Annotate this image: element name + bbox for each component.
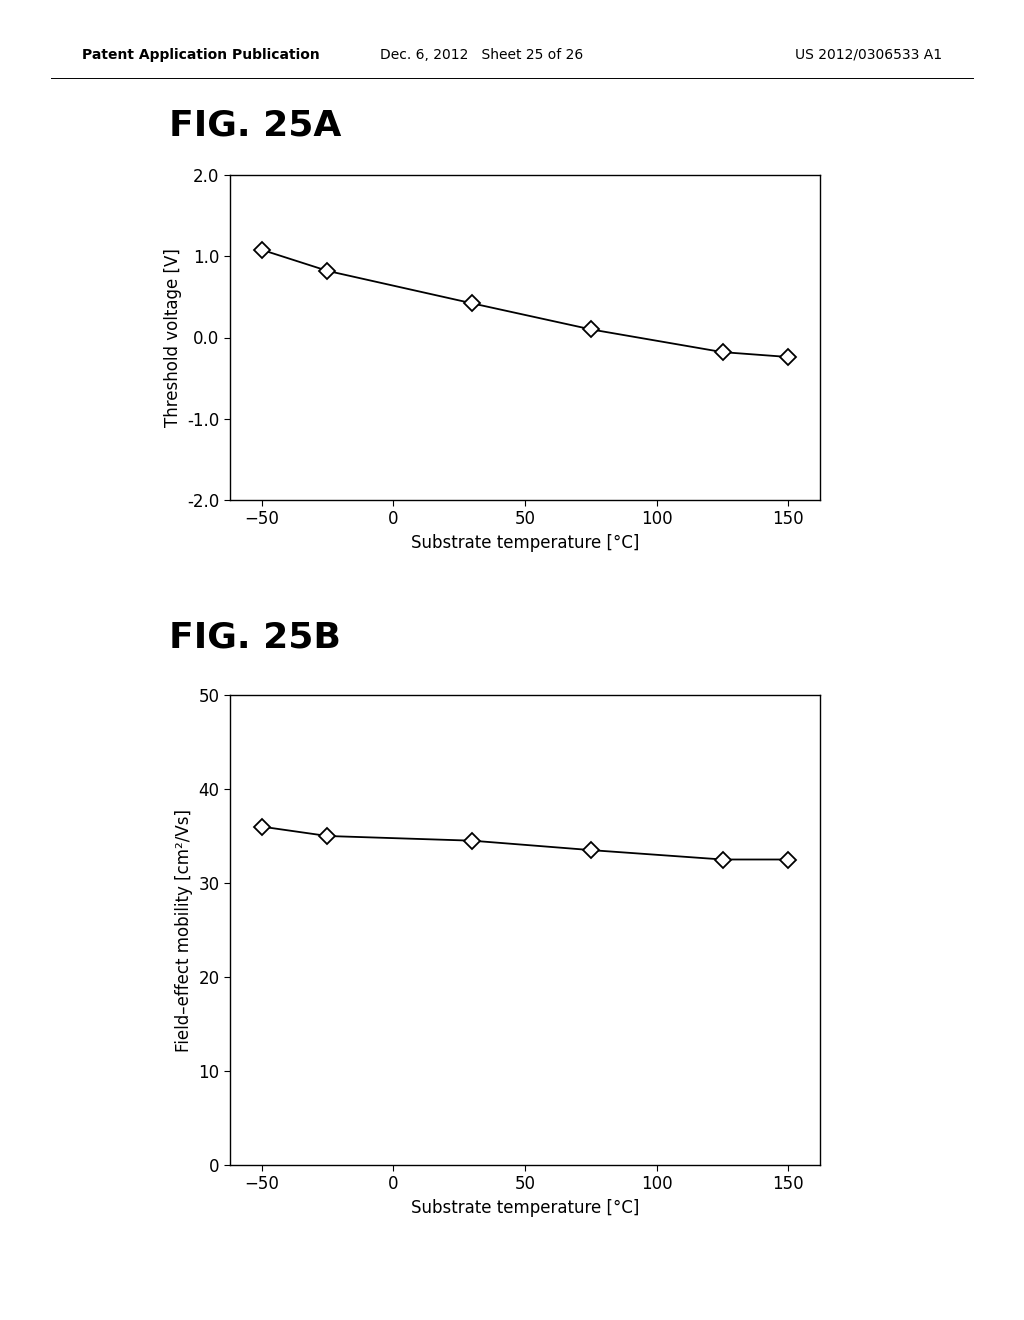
Y-axis label: Field–effect mobility [cm²/Vs]: Field–effect mobility [cm²/Vs]	[175, 808, 193, 1052]
Y-axis label: Threshold voltage [V]: Threshold voltage [V]	[164, 248, 182, 426]
Text: US 2012/0306533 A1: US 2012/0306533 A1	[795, 48, 942, 62]
Text: FIG. 25B: FIG. 25B	[169, 620, 341, 653]
Text: Dec. 6, 2012   Sheet 25 of 26: Dec. 6, 2012 Sheet 25 of 26	[380, 48, 583, 62]
Text: Patent Application Publication: Patent Application Publication	[82, 48, 319, 62]
X-axis label: Substrate temperature [°C]: Substrate temperature [°C]	[411, 535, 639, 552]
Text: FIG. 25A: FIG. 25A	[169, 108, 341, 143]
X-axis label: Substrate temperature [°C]: Substrate temperature [°C]	[411, 1199, 639, 1217]
